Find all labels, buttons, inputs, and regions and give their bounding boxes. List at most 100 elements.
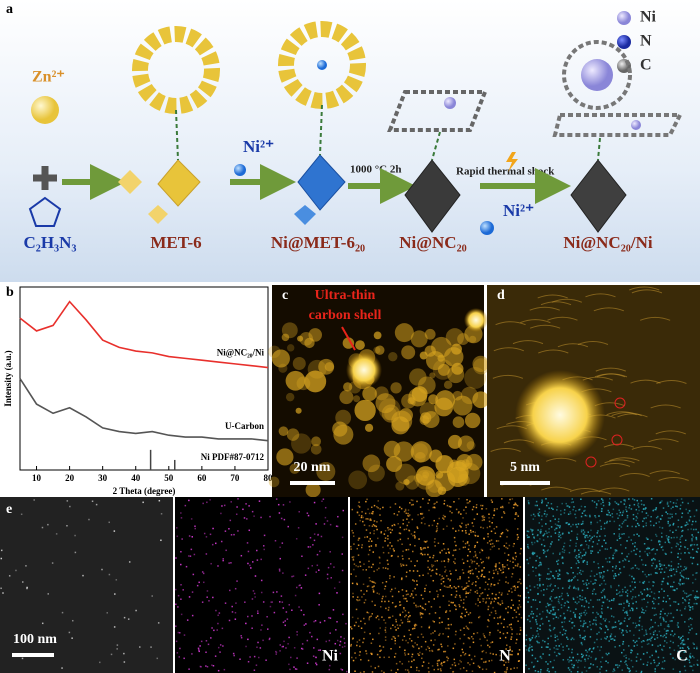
lattice-fringe <box>569 488 601 492</box>
map-pixel <box>314 619 317 622</box>
map-pixel <box>177 606 179 608</box>
map-pixel <box>656 566 658 568</box>
map-pixel <box>669 620 672 622</box>
map-pixel <box>461 530 464 532</box>
map-pixel <box>682 602 684 604</box>
map-pixel <box>640 499 643 502</box>
map-pixel <box>350 645 352 647</box>
map-pixel <box>637 623 640 626</box>
map-pixel <box>404 652 406 654</box>
map-pixel <box>682 576 685 579</box>
map-pixel <box>564 602 566 604</box>
map-pixel <box>512 545 515 548</box>
map-pixel <box>687 646 689 648</box>
map-pixel <box>693 596 696 599</box>
map-pixel <box>563 549 566 552</box>
map-pixel <box>408 529 410 532</box>
map-pixel <box>432 644 435 646</box>
map-pixel <box>217 614 219 617</box>
map-pixel <box>360 589 362 592</box>
map-pixel <box>415 606 418 608</box>
map-pixel <box>189 555 192 557</box>
zoom-line <box>431 131 441 161</box>
map-pixel <box>689 665 691 667</box>
map-pixel <box>576 526 578 528</box>
map-pixel <box>599 519 601 522</box>
map-pixel <box>628 658 630 660</box>
map-pixel <box>438 617 441 619</box>
plot-frame <box>19 286 269 471</box>
map-pixel <box>502 568 504 570</box>
map-pixel <box>642 582 645 584</box>
map-pixel <box>422 636 424 638</box>
map-pixel <box>372 563 374 566</box>
map-pixel <box>679 637 682 640</box>
map-pixel <box>469 612 472 614</box>
lattice-fringe <box>595 367 626 372</box>
map-pixel <box>628 560 630 563</box>
map-pixel <box>367 508 369 510</box>
map-pixel <box>652 557 655 560</box>
map-pixel <box>566 592 569 595</box>
map-pixel <box>442 528 445 530</box>
map-pixel <box>688 509 691 512</box>
map-pixel <box>649 633 652 635</box>
map-pixel <box>540 563 542 566</box>
framework <box>132 26 220 114</box>
map-pixel <box>116 648 118 650</box>
map-pixel <box>384 585 387 588</box>
map-pixel <box>549 545 551 548</box>
map-pixel <box>529 557 531 559</box>
map-pixel <box>318 569 320 571</box>
map-pixel <box>371 512 373 515</box>
map-pixel <box>631 597 633 600</box>
map-pixel <box>516 538 519 540</box>
map-pixel <box>668 597 671 600</box>
map-pixel <box>503 618 505 621</box>
map-pixel <box>556 635 558 638</box>
map-pixel <box>658 521 660 523</box>
map-pixel <box>481 508 483 510</box>
map-pixel <box>440 578 442 581</box>
map-pixel <box>605 625 607 627</box>
map-pixel <box>625 657 628 659</box>
map-pixel <box>397 668 399 671</box>
map-pixel <box>303 624 306 626</box>
map-pixel <box>371 613 373 615</box>
map-pixel <box>529 585 531 587</box>
map-pixel <box>437 542 440 544</box>
texture-blob <box>316 461 336 482</box>
map-pixel <box>597 562 599 565</box>
map-pixel <box>550 595 552 598</box>
map-pixel <box>684 546 686 548</box>
map-pixel <box>535 635 538 638</box>
map-pixel <box>382 551 385 554</box>
map-pixel <box>635 660 638 662</box>
texture-blob <box>373 331 382 340</box>
lattice-fringe <box>577 341 609 345</box>
map-pixel <box>630 590 632 593</box>
map-pixel <box>424 640 427 643</box>
map-pixel <box>492 606 494 609</box>
map-pixel <box>467 613 470 616</box>
map-pixel <box>569 585 571 587</box>
map-pixel <box>535 619 537 621</box>
map-pixel <box>631 665 634 668</box>
map-pixel <box>357 544 360 546</box>
map-pixel <box>399 563 402 565</box>
map-pixel <box>567 648 570 650</box>
map-pixel <box>245 622 247 625</box>
map-pixel <box>618 509 620 512</box>
map-pixel <box>493 509 496 512</box>
map-pixel <box>587 547 590 549</box>
map-pixel <box>420 626 423 628</box>
map-pixel <box>679 508 682 510</box>
map-pixel <box>437 593 439 596</box>
map-pixel <box>270 601 272 603</box>
map-pixel <box>428 626 430 629</box>
map-pixel <box>458 548 461 550</box>
map-pixel <box>634 626 637 629</box>
map-pixel <box>554 597 556 599</box>
map-pixel <box>424 553 426 556</box>
map-pixel <box>575 523 577 526</box>
